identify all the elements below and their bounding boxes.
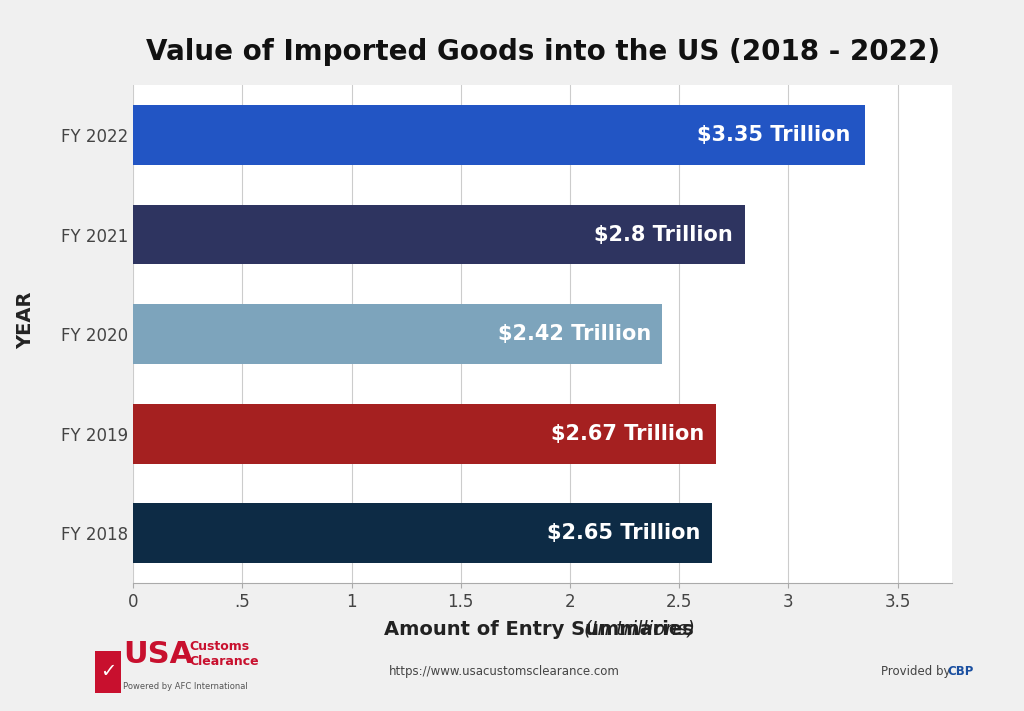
Text: $2.42 Trillion: $2.42 Trillion xyxy=(498,324,651,344)
Text: https://www.usacustomsclearance.com: https://www.usacustomsclearance.com xyxy=(389,665,620,678)
Text: $3.35 Trillion: $3.35 Trillion xyxy=(697,125,850,145)
Text: $2.65 Trillion: $2.65 Trillion xyxy=(547,523,700,543)
Bar xyxy=(133,105,865,165)
Text: Powered by AFC International: Powered by AFC International xyxy=(123,682,248,690)
Bar xyxy=(133,503,712,563)
Text: CBP: CBP xyxy=(947,665,974,678)
Text: $2.8 Trillion: $2.8 Trillion xyxy=(594,225,732,245)
Text: (In trillions): (In trillions) xyxy=(585,620,695,638)
Text: Customs
Clearance: Customs Clearance xyxy=(189,640,259,668)
Title: Value of Imported Goods into the US (2018 - 2022): Value of Imported Goods into the US (201… xyxy=(145,38,940,66)
Text: YEAR: YEAR xyxy=(16,292,35,348)
Bar xyxy=(133,205,744,264)
Bar xyxy=(133,304,662,364)
Bar xyxy=(133,404,717,464)
Text: $2.67 Trillion: $2.67 Trillion xyxy=(552,424,705,444)
Text: Provided by: Provided by xyxy=(881,665,954,678)
Text: ✓: ✓ xyxy=(100,663,116,681)
Text: Amount of Entry Summaries: Amount of Entry Summaries xyxy=(384,620,701,638)
Text: USA: USA xyxy=(123,640,194,668)
